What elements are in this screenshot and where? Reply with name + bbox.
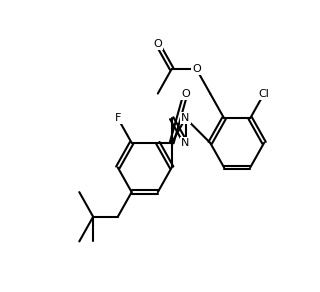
Text: O: O (192, 64, 201, 74)
Text: N: N (181, 113, 190, 123)
Text: O: O (181, 88, 190, 99)
Text: F: F (115, 113, 121, 123)
Text: O: O (154, 39, 162, 49)
Text: N: N (181, 138, 190, 148)
Text: Cl: Cl (259, 88, 269, 99)
